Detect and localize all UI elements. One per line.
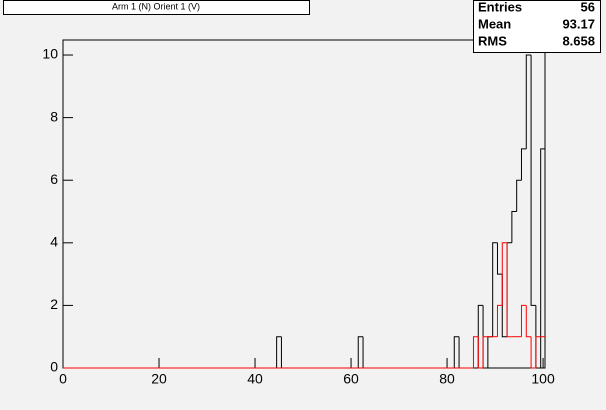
histogram-bin [496, 304, 503, 337]
histogram-bin [535, 336, 541, 368]
histogram-bin [477, 336, 484, 369]
histogram-bin [520, 148, 527, 181]
plot-frame [62, 39, 546, 369]
stat-value: 8.658 [562, 33, 595, 48]
histogram-bin [525, 305, 532, 338]
histogram-bin [525, 54, 532, 149]
y-tick-label: 10 [42, 46, 58, 62]
y-tick-label: 8 [50, 108, 58, 124]
histogram-bin [530, 55, 536, 306]
y-tick-label: 0 [50, 359, 58, 375]
stat-label: RMS [478, 33, 507, 48]
histogram-bin [506, 242, 512, 338]
histogram-bin [520, 304, 527, 337]
histogram-bin [357, 336, 364, 368]
y-tick-label: 6 [50, 171, 58, 187]
stats-box [473, 0, 601, 53]
histogram-bin [453, 336, 460, 368]
histogram-bin [540, 148, 545, 368]
title-box [3, 0, 310, 15]
y-tick-label: 4 [50, 234, 58, 250]
x-tick-label: 80 [439, 371, 455, 387]
histogram-bin [492, 242, 498, 337]
x-tick-label: 40 [247, 371, 263, 387]
histogram-bin [530, 336, 536, 369]
histogram-bin [511, 211, 517, 243]
stat-label: Entries [478, 0, 522, 14]
histogram-bin [516, 179, 522, 212]
stat-value: 93.17 [562, 16, 595, 31]
x-tick-label: 100 [531, 371, 555, 387]
histogram-bin [496, 242, 503, 275]
histogram-bin [482, 336, 488, 368]
chart-title: Arm 1 (N) Orient 1 (V) [112, 1, 200, 11]
stat-value: 56 [581, 0, 595, 14]
stat-label: Mean [478, 16, 511, 31]
histogram-bin [276, 336, 282, 368]
x-tick-label: 20 [151, 371, 167, 387]
histogram-bin [501, 242, 508, 306]
x-tick-label: 60 [343, 371, 359, 387]
y-tick-label: 2 [50, 296, 58, 312]
x-tick-label: 0 [59, 371, 67, 387]
histogram-bin [472, 336, 479, 368]
